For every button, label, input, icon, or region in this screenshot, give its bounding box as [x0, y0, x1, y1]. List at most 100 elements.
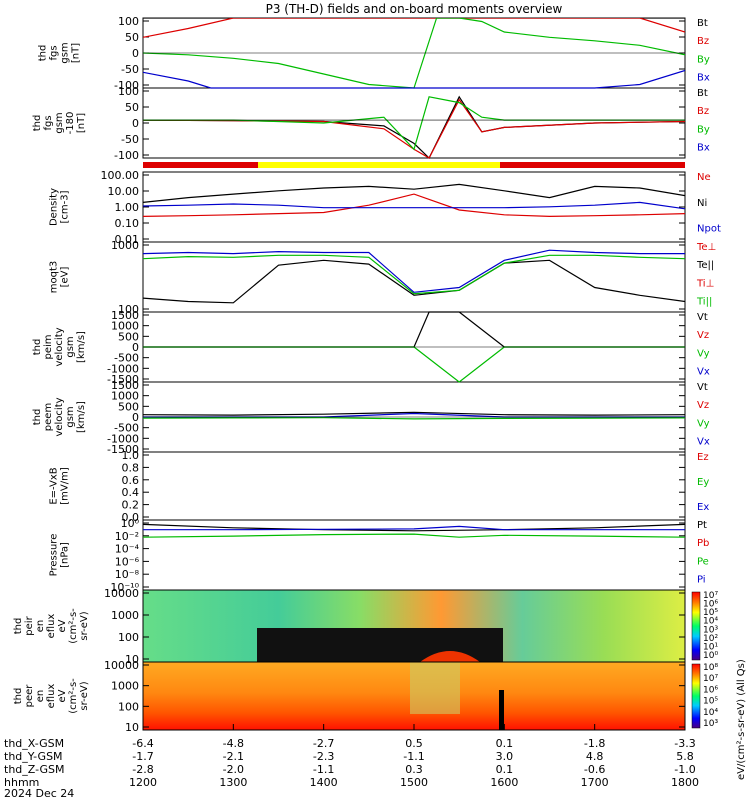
y-axis-label: Density[cm-3]: [49, 188, 71, 226]
y-axis-label-line: [eV]: [60, 267, 71, 288]
panels-layer: 100500-50-100thdfgsgsm[nT]BtBzByBx100500…: [13, 15, 747, 780]
y-axis-label-line: eV: [57, 689, 68, 702]
region-bar-red-left: [143, 162, 258, 168]
y-tick-label: 1000: [111, 390, 139, 403]
y-tick-label: 10000: [104, 587, 139, 600]
y-tick-label: 0.0: [122, 511, 140, 524]
y-axis-label-line: -180: [65, 112, 76, 135]
legend-entry: Ez: [697, 452, 709, 463]
legend-entry: Vy: [697, 348, 710, 359]
panel-1: 100 50 0 -50 -100 thdfgsgsm[nT] Bt Bz By Bx: [38, 15, 710, 92]
colorbar-tick-label: 10⁶: [703, 685, 718, 695]
y-axis-label-line: eflux: [46, 684, 57, 709]
figure-title: P3 (TH-D) fields and on-board moments ov…: [266, 2, 563, 16]
y-axis-label: E=-VxB[mV/m]: [49, 467, 71, 505]
legend-entry: Ex: [697, 502, 709, 513]
y-axis-label: thdpeemvelocitygsm[km/s]: [32, 397, 87, 436]
y-axis-label-line: [km/s]: [76, 331, 87, 363]
colorbar-tick-label: 10⁴: [703, 617, 718, 627]
y-axis-label-line: fgs: [49, 45, 60, 60]
y-axis-label-line: [nT]: [71, 43, 82, 63]
legend-entry: Vy: [697, 418, 710, 429]
y-axis-label-line: peir: [24, 615, 35, 635]
y-axis-label-line: thd: [13, 618, 24, 635]
y-axis-label-line: [nT]: [76, 113, 87, 133]
colorbar-tick-label: 10⁰: [703, 651, 718, 661]
y-tick-label: 100: [118, 700, 139, 713]
y-axis-label-line: thd: [32, 409, 43, 426]
y-axis-label-line: [cm-3]: [60, 190, 71, 223]
y-tick-label: 0: [132, 47, 139, 60]
y-tick-label: 500: [118, 400, 139, 413]
y-tick-label: 10: [125, 653, 139, 666]
x-tick-label: 1400: [310, 776, 338, 789]
colorbar: [691, 591, 701, 661]
y-tick-label: -1500: [107, 373, 139, 386]
legend-entry: Npot: [697, 224, 721, 235]
legend-entry: Vx: [697, 367, 710, 378]
panel-2: 100 50 0 -50 -100 thdfgsgsm-180[nT] Bt Bz By Bx: [32, 85, 710, 162]
legend-entry: Vx: [697, 437, 710, 448]
axis-row-value: -2.7: [313, 737, 334, 750]
date-label: 2024 Dec 24: [4, 787, 74, 800]
y-tick-label: -1500: [107, 443, 139, 456]
y-axis-label-line: gsm: [54, 112, 65, 133]
series-line-vy: [143, 346, 685, 383]
y-axis-label-line: peer: [24, 684, 35, 708]
series-line-npot: [143, 201, 685, 210]
y-tick-label: 10⁻⁶: [115, 555, 140, 568]
series-layer: [143, 18, 685, 538]
legend-entry: Bx: [697, 143, 710, 154]
y-axis-label-line: [km/s]: [76, 401, 87, 433]
y-tick-label: 1000: [111, 239, 139, 252]
y-axis-label: moqt3[eV]: [49, 261, 71, 294]
axis-row-value: -2.3: [313, 750, 334, 763]
y-axis-label-line: moqt3: [49, 261, 60, 294]
axis-row-value: 5.8: [676, 750, 694, 763]
y-tick-label: 100: [118, 85, 139, 98]
y-tick-label: 1.00: [115, 201, 140, 214]
series-line-te: [143, 259, 685, 304]
x-tick-label: 1800: [671, 776, 699, 789]
legend-entry: Bz: [697, 106, 709, 117]
panel-10: 10000 1000 100 10 thdpeerenefluxeV(cm²-s-sr-…: [13, 659, 718, 734]
y-axis-label-line: [mV/m]: [60, 467, 71, 505]
y-tick-label: 10⁻⁴: [115, 543, 140, 556]
y-axis-label: thdpeirenefluxeV(cm²-s-sr-eV): [13, 608, 90, 644]
axis-row-value: -1.8: [584, 737, 605, 750]
legend-entry: By: [697, 124, 710, 135]
series-line-ni: [143, 183, 685, 203]
y-axis-label-line: (cm²-s-: [68, 608, 79, 644]
y-axis-label-line: velocity: [54, 327, 65, 366]
y-tick-label: 0: [132, 411, 139, 424]
series-line-ne: [143, 193, 685, 218]
legend-entry: Te⊥: [696, 242, 716, 253]
axis-row-value: 4.8: [586, 750, 604, 763]
x-tick-label: 1600: [490, 776, 518, 789]
y-axis-label: thdfgsgsm[nT]: [38, 42, 82, 63]
y-axis-label-line: sr-eV): [79, 611, 90, 640]
y-axis-label-line: [nPa]: [60, 542, 71, 568]
y-tick-label: 0.8: [122, 461, 140, 474]
y-tick-label: -100: [114, 79, 139, 92]
y-axis-label-line: gsm: [60, 42, 71, 63]
legend-entry: Vt: [697, 312, 708, 323]
region-bar-yellow: [258, 162, 500, 168]
y-tick-label: 10⁻²: [115, 530, 139, 543]
legend-entry: Bz: [697, 36, 709, 47]
axis-row-value: -3.3: [674, 737, 695, 750]
y-axis-label: thdpeimvelocitygsm[km/s]: [32, 327, 87, 366]
region-bar: [143, 162, 685, 168]
y-axis-label-line: thd: [13, 688, 24, 705]
region-bar-red-right: [500, 162, 685, 168]
y-tick-label: 100.00: [101, 169, 140, 182]
legend-entry: Te||: [696, 260, 714, 271]
y-axis-label-line: fgs: [43, 115, 54, 130]
y-tick-label: 50: [125, 31, 139, 44]
y-axis-label-line: peim: [43, 334, 54, 359]
legend-entry: Pb: [697, 538, 709, 549]
legend-entry: Vt: [697, 382, 708, 393]
axis-row-value: 0.5: [405, 737, 423, 750]
y-tick-label: 10: [125, 721, 139, 734]
